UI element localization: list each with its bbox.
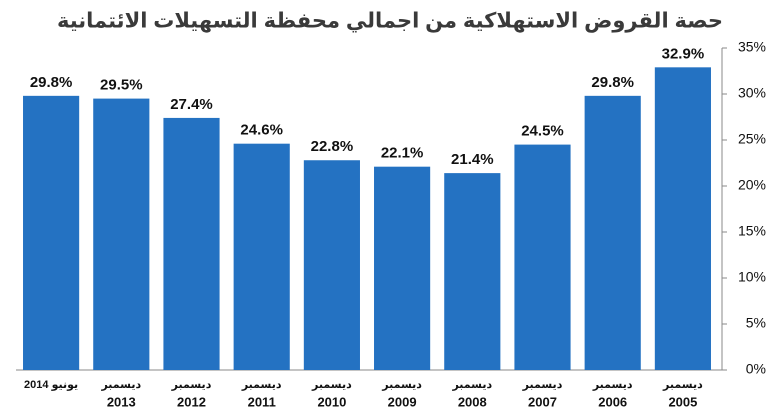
value-label: 24.5% — [521, 123, 564, 140]
value-label: 27.4% — [170, 96, 213, 113]
y-tick-label: 15% — [738, 223, 766, 239]
x-tick-label: ديسمبر — [171, 379, 212, 391]
y-tick-label: 10% — [738, 269, 766, 285]
bar — [374, 166, 431, 370]
x-tick-label: ديسمبر — [522, 379, 563, 391]
x-tick-label: ديسمبر — [100, 379, 141, 391]
x-tick-label: 2009 — [388, 394, 417, 409]
x-tick-label: 2011 — [248, 394, 276, 409]
y-tick-label: 30% — [738, 85, 766, 101]
x-tick-label: 2008 — [458, 394, 487, 409]
x-tick-label: 2012 — [177, 394, 206, 409]
x-tick-label: 2006 — [598, 394, 627, 409]
x-tick-label: 2013 — [107, 394, 136, 409]
bar — [23, 95, 80, 370]
bar — [584, 95, 641, 370]
value-label: 22.8% — [311, 138, 354, 155]
y-tick-label: 20% — [738, 177, 766, 193]
value-label: 24.6% — [240, 122, 283, 139]
y-tick-label: 35% — [738, 39, 766, 55]
x-tick-label: يونيو 2014 — [24, 379, 78, 391]
x-tick-label: ديسمبر — [592, 379, 633, 391]
value-label: 22.1% — [381, 145, 424, 162]
bar — [654, 67, 711, 370]
x-tick-label: ديسمبر — [381, 379, 422, 391]
bar — [93, 98, 150, 370]
value-label: 29.8% — [30, 74, 73, 91]
x-tick-label: ديسمبر — [311, 379, 352, 391]
bar — [233, 143, 290, 370]
x-tick-label: ديسمبر — [241, 379, 282, 391]
x-tick-label: 2005 — [668, 394, 697, 409]
bar — [303, 160, 360, 370]
x-tick-label: 2007 — [528, 394, 557, 409]
y-tick-label: 25% — [738, 131, 766, 147]
x-tick-label: ديسمبر — [662, 379, 703, 391]
y-tick-label: 0% — [746, 361, 766, 377]
bar — [163, 117, 220, 370]
chart-title: حصة القروض الاستهلاكية من اجمالي محفظة ا… — [57, 10, 723, 33]
value-label: 29.5% — [100, 77, 143, 94]
value-label: 29.8% — [591, 74, 634, 91]
x-tick-label: 2010 — [317, 394, 346, 409]
bar — [444, 173, 501, 370]
value-label: 32.9% — [662, 45, 705, 62]
x-tick-label: ديسمبر — [451, 379, 492, 391]
value-label: 21.4% — [451, 151, 494, 168]
y-tick-label: 5% — [746, 315, 766, 331]
bar — [514, 144, 571, 370]
